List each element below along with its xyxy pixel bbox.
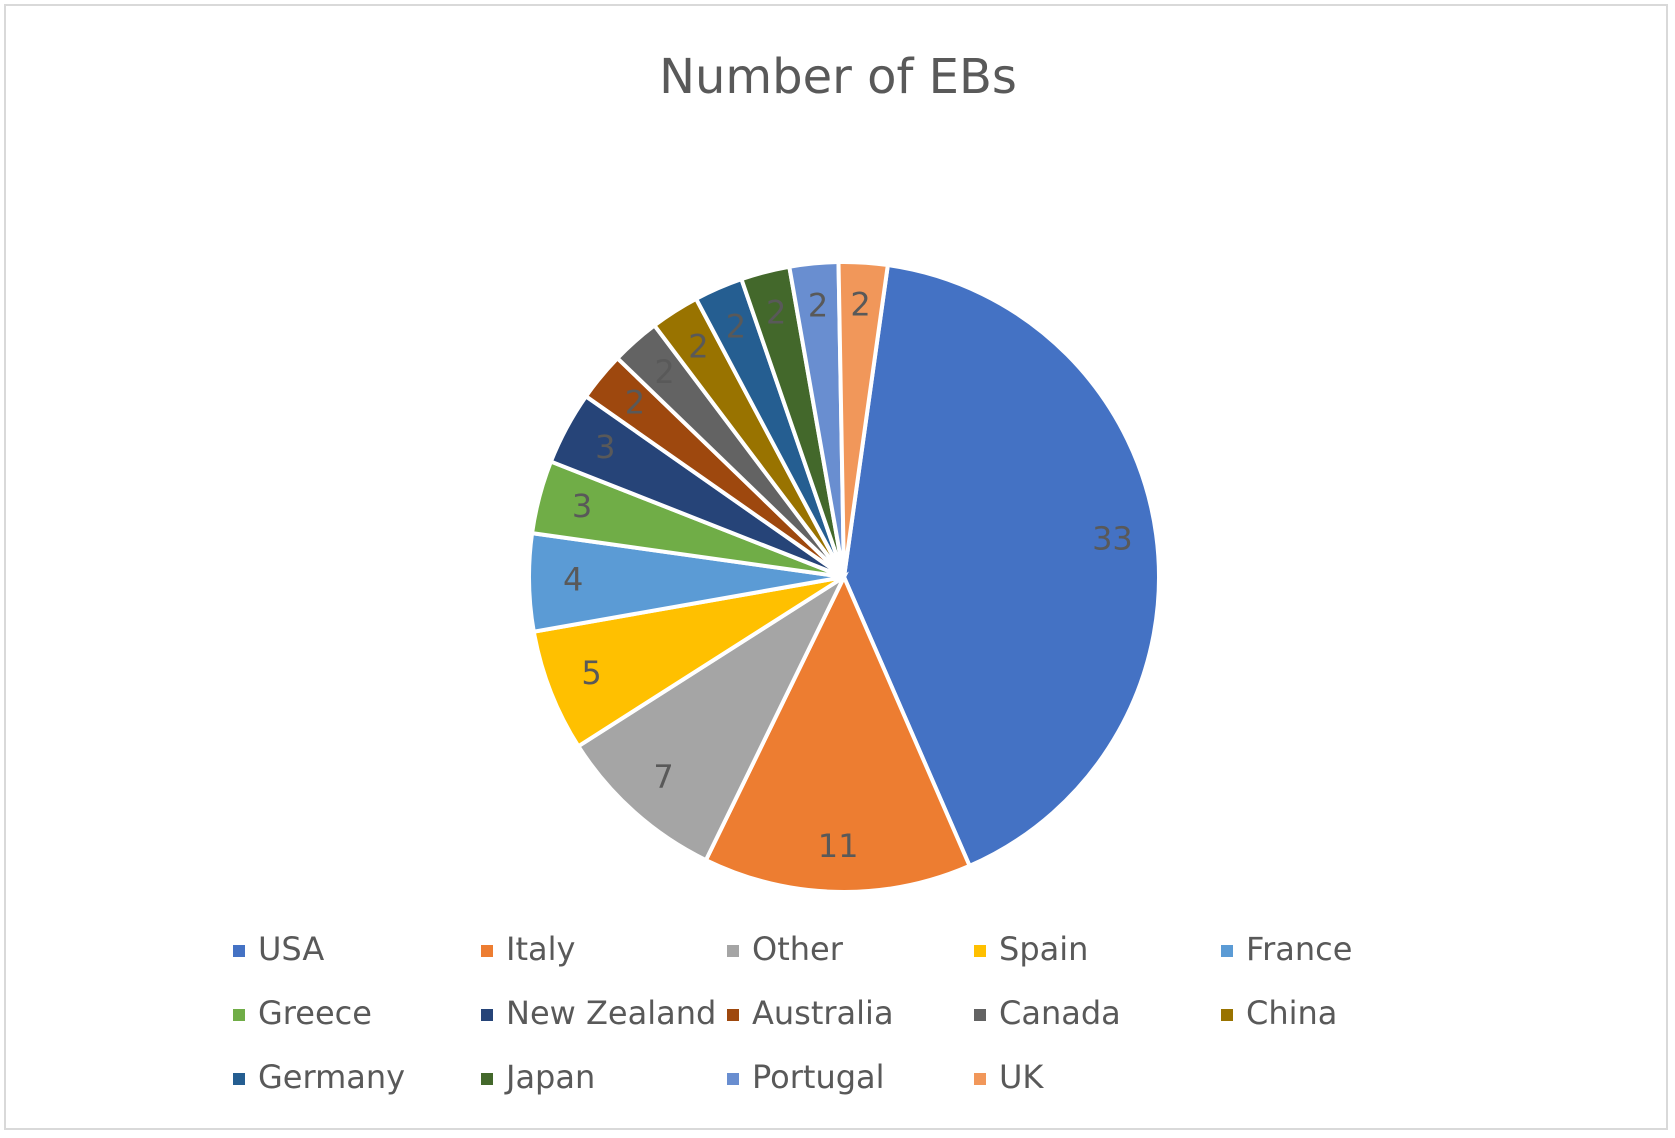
pie-slice [841, 262, 1161, 869]
legend-label: Australia [752, 994, 894, 1032]
legend-swatch [974, 1073, 986, 1085]
data-label: 7 [653, 758, 673, 796]
data-label: 2 [808, 286, 828, 324]
legend-swatch [974, 1009, 986, 1021]
legend-swatch [1221, 1009, 1233, 1021]
data-label: 33 [1092, 519, 1133, 557]
data-label: 5 [581, 654, 601, 692]
legend-swatch [1221, 945, 1233, 957]
legend-label: Canada [999, 994, 1121, 1032]
pie-slice [703, 572, 973, 894]
legend-label: France [1246, 930, 1352, 968]
legend-swatch [974, 945, 986, 957]
pie-slice [836, 260, 891, 578]
legend-label: Japan [504, 1058, 595, 1096]
data-label: 3 [595, 428, 615, 466]
legend-swatch [233, 1073, 245, 1085]
legend-swatch [481, 945, 493, 957]
legend-swatch [727, 1073, 739, 1085]
legend-label: Germany [258, 1058, 405, 1096]
legend-swatch [481, 1009, 493, 1021]
data-label: 2 [726, 308, 746, 346]
data-label: 2 [625, 384, 645, 422]
data-label: 4 [563, 561, 583, 599]
legend-label: Other [752, 930, 844, 968]
legend-swatch [233, 1009, 245, 1021]
data-label: 3 [572, 487, 592, 525]
legend-label: New Zealand [506, 994, 716, 1032]
data-label: 2 [766, 294, 786, 332]
legend-label: Greece [258, 994, 372, 1032]
legend-label: Portugal [752, 1058, 885, 1096]
legend-swatch [481, 1073, 493, 1085]
data-label: 2 [850, 286, 870, 324]
legend-label: USA [258, 930, 324, 968]
legend-label: China [1246, 994, 1337, 1032]
data-label: 2 [688, 328, 708, 366]
legend-label: UK [999, 1058, 1044, 1096]
data-label: 2 [654, 353, 674, 391]
chart-title: Number of EBs [659, 49, 1017, 105]
legend-swatch [727, 945, 739, 957]
legend-label: Italy [506, 930, 575, 968]
pie-slice [575, 571, 849, 863]
legend-swatch [727, 1009, 739, 1021]
legend-swatch [233, 945, 245, 957]
data-label: 11 [818, 827, 859, 865]
legend-label: Spain [999, 930, 1088, 968]
